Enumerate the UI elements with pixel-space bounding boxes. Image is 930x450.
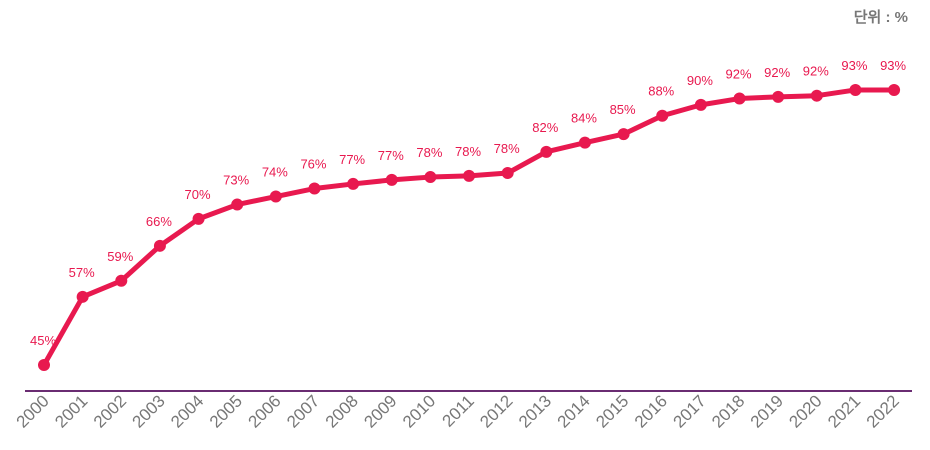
x-tick-label: 2007	[283, 391, 323, 431]
x-tick-label: 2020	[785, 391, 825, 431]
data-point	[810, 89, 823, 102]
data-label: 84%	[571, 111, 597, 126]
data-point	[849, 83, 862, 96]
x-tick-label: 2001	[51, 391, 91, 431]
x-tick-label: 2017	[670, 391, 710, 431]
data-label: 76%	[300, 157, 326, 172]
data-label: 90%	[687, 73, 713, 88]
data-point	[115, 274, 128, 287]
data-point	[308, 182, 321, 195]
x-tick-label: 2003	[129, 391, 169, 431]
data-point	[424, 171, 437, 184]
data-label: 73%	[223, 173, 249, 188]
data-point	[385, 173, 398, 186]
data-point	[192, 212, 205, 225]
data-point	[540, 145, 553, 158]
data-point	[153, 239, 166, 252]
data-label: 57%	[69, 265, 95, 280]
x-tick-label: 2009	[360, 391, 400, 431]
data-label: 59%	[107, 249, 133, 264]
data-point	[733, 92, 746, 105]
x-tick-label: 2000	[13, 391, 53, 431]
x-tick-label: 2019	[747, 391, 787, 431]
data-label: 70%	[185, 187, 211, 202]
x-tick-label: 2002	[90, 391, 130, 431]
data-point	[772, 90, 785, 103]
x-tick-label: 2005	[206, 391, 246, 431]
data-point	[501, 167, 514, 180]
unit-label: 단위 : %	[853, 9, 908, 26]
data-label: 78%	[416, 145, 442, 160]
data-point	[269, 190, 282, 203]
x-tick-label: 2011	[439, 391, 478, 430]
data-label: 77%	[378, 148, 404, 163]
data-point	[617, 128, 630, 141]
data-label: 88%	[648, 84, 674, 99]
data-point	[231, 198, 244, 211]
data-label: 74%	[262, 165, 288, 180]
x-tick-label: 2021	[824, 391, 864, 431]
x-tick-label: 2012	[476, 391, 516, 431]
data-label: 78%	[494, 141, 520, 156]
data-point	[694, 98, 707, 111]
x-tick-label: 2006	[244, 391, 284, 431]
x-tick-label: 2015	[592, 391, 632, 431]
data-label: 82%	[532, 120, 558, 135]
x-tick-label: 2016	[631, 391, 671, 431]
data-label: 92%	[764, 65, 790, 80]
data-label: 93%	[880, 58, 906, 73]
data-label: 85%	[610, 102, 636, 117]
x-tick-label: 2010	[399, 391, 439, 431]
x-tick-label: 2004	[167, 391, 207, 431]
data-label: 66%	[146, 214, 172, 229]
x-tick-label: 2014	[554, 391, 594, 431]
data-label: 45%	[30, 333, 56, 348]
data-point	[463, 169, 476, 182]
data-label: 78%	[455, 144, 481, 159]
x-tick-label: 2022	[863, 391, 903, 431]
data-point	[656, 109, 669, 122]
data-point	[888, 83, 901, 96]
data-point	[578, 136, 591, 149]
data-label: 92%	[726, 67, 752, 82]
data-label: 92%	[803, 64, 829, 79]
data-label: 93%	[841, 58, 867, 73]
data-point	[38, 359, 50, 371]
x-tick-label: 2013	[515, 391, 555, 431]
data-point	[347, 177, 360, 190]
x-tick-label: 2008	[322, 391, 362, 431]
data-label: 77%	[339, 152, 365, 167]
x-tick-label: 2018	[708, 391, 748, 431]
data-point	[76, 290, 89, 303]
